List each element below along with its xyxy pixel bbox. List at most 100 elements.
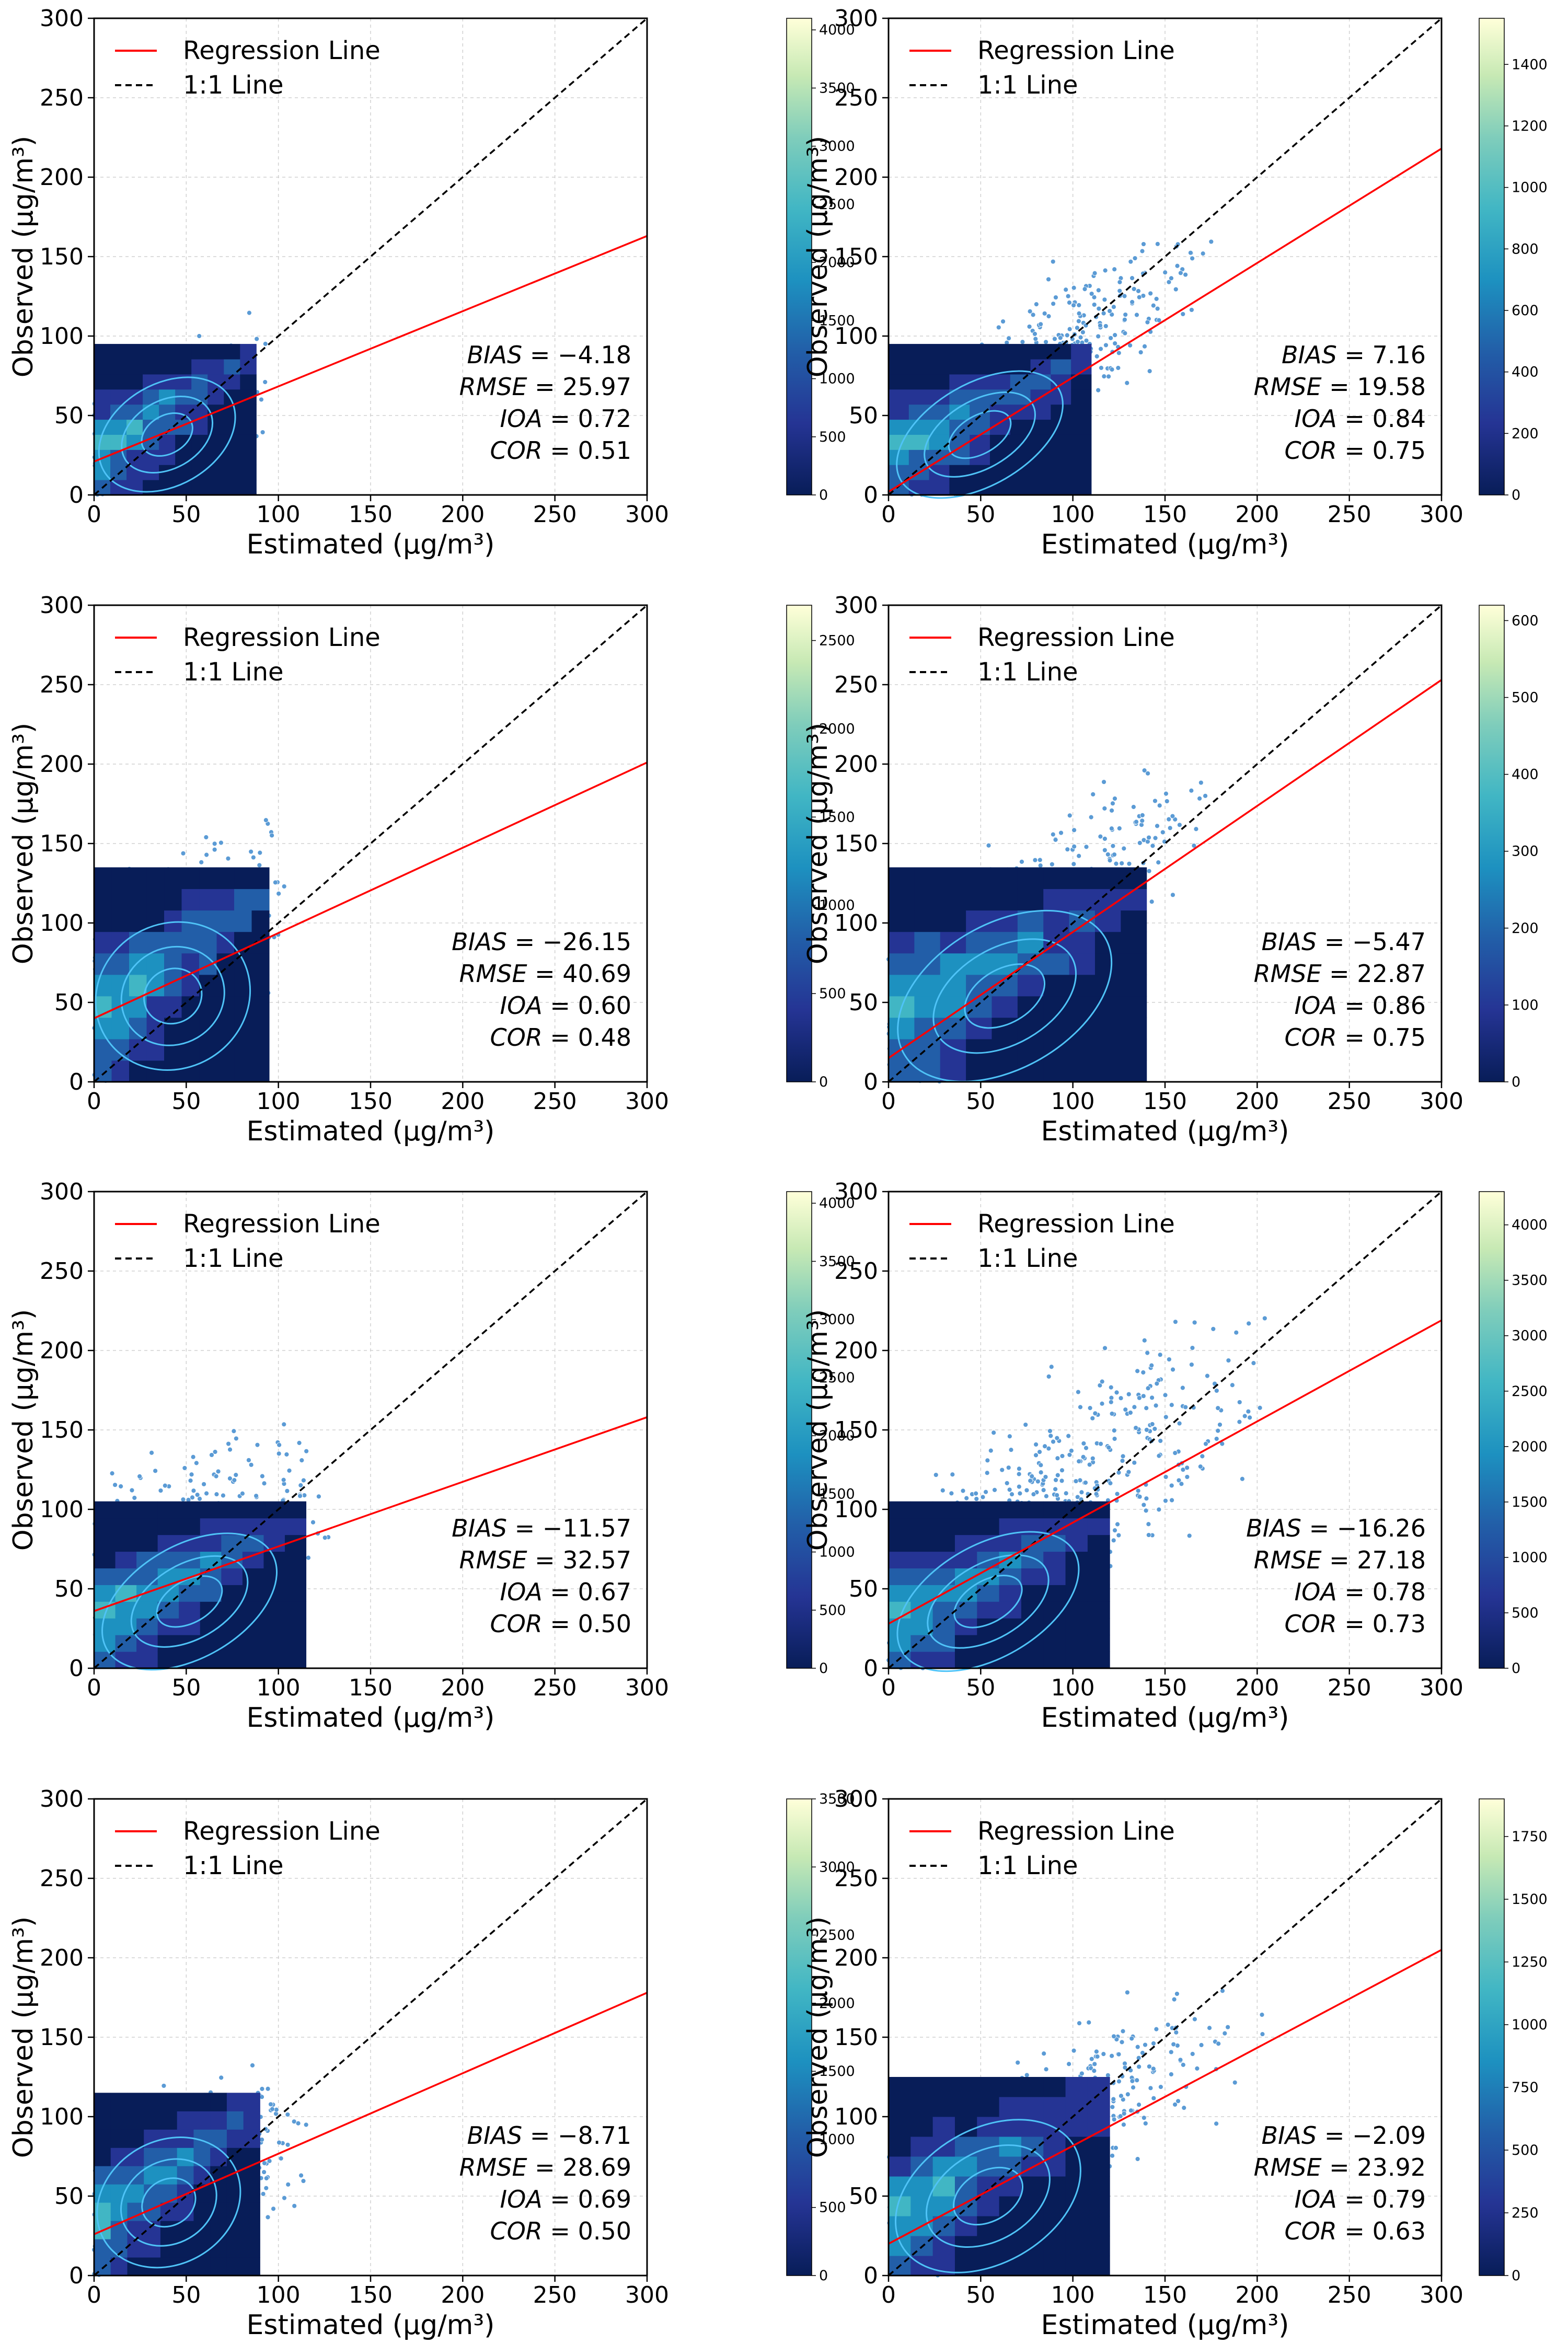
scatter-point — [1140, 813, 1145, 817]
density-cell — [1069, 953, 1096, 975]
density-cell — [970, 344, 990, 359]
scatter-point — [1163, 1393, 1168, 1398]
scatter-point — [1108, 1481, 1113, 1486]
scatter-point — [212, 847, 217, 852]
density-cell — [164, 996, 182, 1018]
scatter-point — [1234, 1330, 1239, 1335]
scatter-point — [1190, 1346, 1195, 1350]
x-tick-label: 300 — [625, 501, 669, 528]
density-cell — [285, 1652, 306, 1668]
stat-value: = 25.97 — [527, 373, 631, 401]
scatter-point — [1189, 788, 1194, 793]
stat-name: IOA — [1295, 991, 1337, 1020]
density-cell — [164, 1018, 182, 1040]
x-tick-label: 250 — [533, 1088, 577, 1115]
density-cell — [110, 344, 127, 359]
density-cell — [164, 953, 182, 975]
density-cell — [1018, 975, 1044, 997]
density-cell — [94, 1568, 116, 1585]
scatter-point — [1156, 860, 1161, 865]
scatter-point — [234, 1436, 238, 1441]
scatter-point — [1128, 259, 1133, 264]
density-cell — [199, 910, 217, 932]
density-cell — [991, 889, 1018, 911]
stat-value: = 40.69 — [527, 960, 631, 988]
density-cell — [929, 434, 950, 449]
density-cell — [990, 374, 1010, 389]
scatter-point — [1091, 792, 1096, 796]
legend-regression-label: Regression Line — [183, 1209, 381, 1239]
scatter-point — [137, 1474, 142, 1479]
scatter-point — [1116, 1533, 1121, 1538]
density-cell — [182, 1060, 200, 1082]
scatter-point — [182, 1465, 187, 1470]
density-cell — [136, 1618, 158, 1635]
density-cell — [110, 405, 127, 420]
scatter-point — [1140, 818, 1145, 823]
density-cell — [263, 1568, 285, 1585]
density-cell — [221, 1518, 243, 1535]
stat-name: IOA — [500, 405, 543, 433]
density-cell — [1031, 374, 1051, 389]
scatter-point — [298, 1494, 303, 1498]
density-cell — [970, 359, 990, 374]
density-cell — [217, 975, 235, 997]
scatter-point — [1170, 814, 1175, 818]
stat-value: = −26.15 — [507, 928, 631, 956]
y-tick-label: 200 — [40, 751, 84, 778]
stat-value: = 0.51 — [543, 436, 631, 465]
density-cell — [889, 889, 915, 911]
x-tick-label: 100 — [1051, 1088, 1095, 1115]
y-tick-label: 250 — [40, 1258, 84, 1285]
density-cell — [1031, 480, 1051, 495]
scatter-point — [240, 1491, 245, 1496]
density-cell — [200, 1535, 222, 1552]
density-cell — [1010, 405, 1031, 420]
scatter-point — [1116, 365, 1121, 370]
density-cell — [112, 953, 130, 975]
scatter-point — [1230, 1383, 1235, 1388]
scatter-point — [1034, 302, 1039, 307]
scatter-point — [1136, 1488, 1140, 1493]
density-cell — [1071, 405, 1091, 420]
scatter-point — [132, 1496, 137, 1500]
density-cell — [240, 449, 257, 465]
scatter-point — [1194, 827, 1198, 832]
density-cell — [224, 344, 240, 359]
scatter-point — [1123, 313, 1128, 317]
scatter-point — [1042, 311, 1047, 316]
density-cell — [285, 1601, 306, 1618]
scatter-point — [1092, 302, 1097, 307]
density-cell — [889, 868, 915, 890]
density-cell — [224, 480, 240, 495]
stat-bias: BIAS = −26.15 — [452, 928, 631, 956]
density-cell — [94, 374, 111, 389]
density-cell — [191, 405, 208, 420]
density-cell — [914, 1039, 940, 1061]
scatter-point — [961, 1488, 965, 1493]
scatter-point — [1038, 863, 1043, 868]
legend-identity-label: 1:1 Line — [977, 657, 1078, 687]
density-cell — [1071, 480, 1091, 495]
colorbar-tick-label: 0 — [819, 487, 828, 503]
scatter-point — [949, 1491, 954, 1496]
density-cell — [252, 889, 270, 911]
scatter-point — [258, 850, 262, 855]
density-cell — [263, 1652, 285, 1668]
scatter-point — [1001, 319, 1006, 324]
scatter-point — [1005, 1481, 1009, 1485]
scatter-point — [255, 337, 259, 341]
scatter-point — [1123, 331, 1127, 336]
scatter-point — [1114, 861, 1119, 866]
scatter-point — [1150, 1422, 1155, 1426]
density-cell — [263, 1635, 285, 1652]
scatter-point — [234, 1473, 238, 1477]
scatter-point — [1214, 1436, 1219, 1441]
y-tick-label: 0 — [69, 1655, 84, 1682]
stat-value: = 0.50 — [543, 1610, 631, 1638]
scatter-point — [310, 1520, 315, 1525]
stat-value: = 22.87 — [1322, 960, 1426, 988]
scatter-point — [1089, 815, 1093, 819]
density-cell — [179, 1502, 200, 1518]
stat-rmse: RMSE = 32.57 — [459, 1546, 631, 1574]
